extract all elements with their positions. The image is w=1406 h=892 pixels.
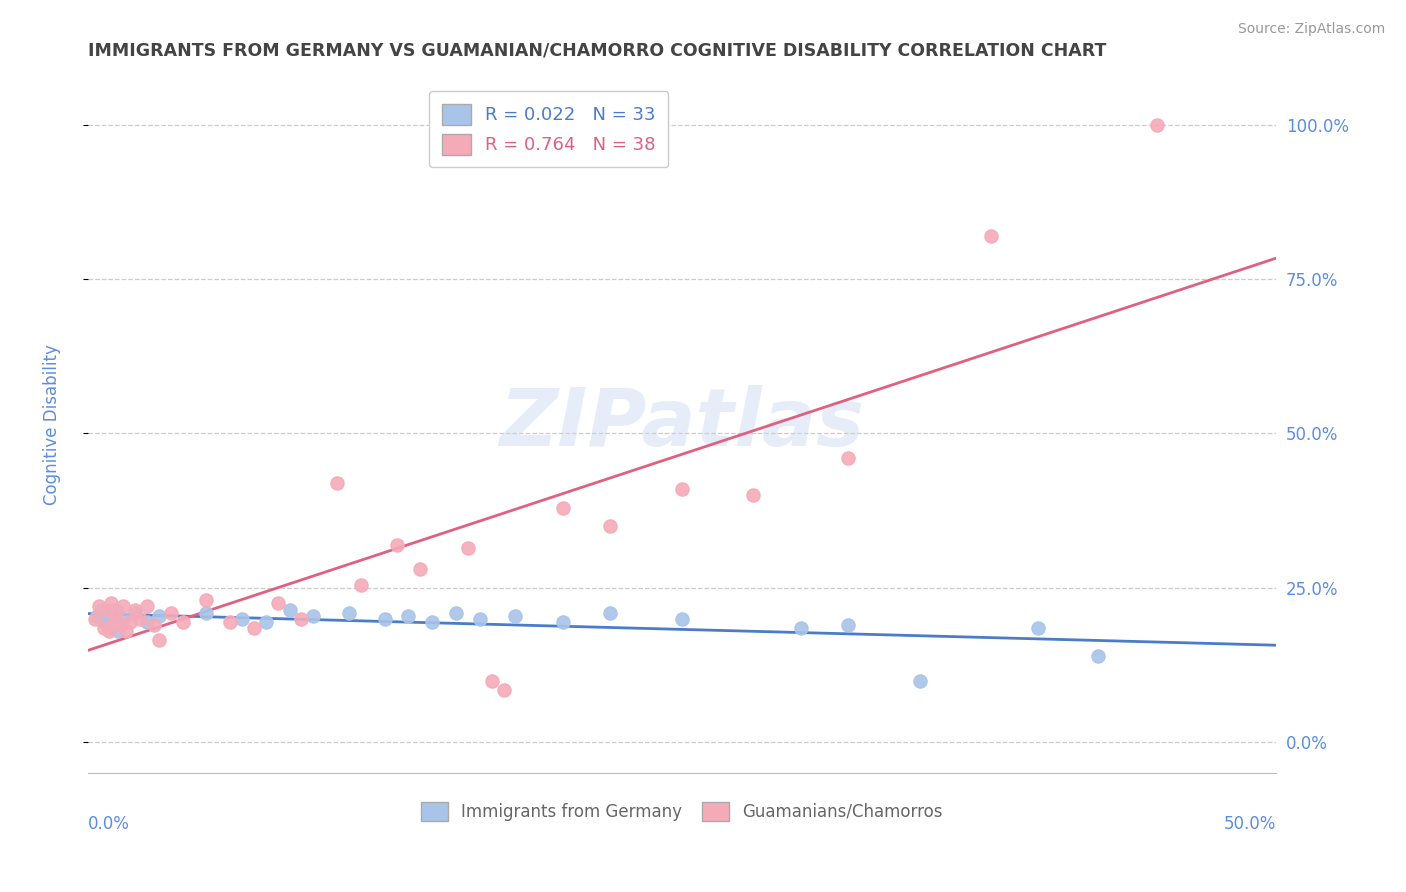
Point bbox=[105, 602, 128, 616]
Point bbox=[114, 624, 136, 639]
Point bbox=[290, 612, 312, 626]
Point bbox=[385, 538, 408, 552]
Point bbox=[120, 615, 142, 629]
Point bbox=[136, 615, 159, 629]
Point bbox=[468, 612, 491, 626]
Point bbox=[97, 606, 120, 620]
Point bbox=[396, 608, 419, 623]
Point bbox=[96, 612, 118, 626]
Text: 0.0%: 0.0% bbox=[87, 815, 129, 833]
Point bbox=[110, 618, 132, 632]
Point bbox=[837, 451, 859, 466]
Point bbox=[96, 602, 118, 616]
Point bbox=[444, 606, 467, 620]
Point bbox=[481, 673, 503, 688]
Point bbox=[86, 608, 108, 623]
Point bbox=[980, 228, 1002, 243]
Point bbox=[409, 562, 432, 576]
Point bbox=[420, 615, 443, 629]
Point bbox=[374, 612, 396, 626]
Point bbox=[148, 608, 170, 623]
Point bbox=[128, 612, 150, 626]
Point bbox=[112, 612, 135, 626]
Point bbox=[742, 488, 765, 502]
Point bbox=[124, 602, 146, 616]
Point bbox=[908, 673, 931, 688]
Point bbox=[1087, 648, 1109, 663]
Point bbox=[100, 621, 122, 635]
Point bbox=[243, 621, 266, 635]
Point bbox=[100, 596, 122, 610]
Point bbox=[505, 608, 527, 623]
Text: 50.0%: 50.0% bbox=[1223, 815, 1277, 833]
Point bbox=[93, 621, 115, 635]
Point bbox=[350, 578, 373, 592]
Point bbox=[83, 612, 105, 626]
Point bbox=[599, 519, 621, 533]
Text: Source: ZipAtlas.com: Source: ZipAtlas.com bbox=[1237, 22, 1385, 37]
Point bbox=[302, 608, 325, 623]
Text: ZIPatlas: ZIPatlas bbox=[499, 385, 865, 463]
Point bbox=[97, 624, 120, 639]
Point bbox=[671, 482, 693, 496]
Point bbox=[195, 606, 218, 620]
Point bbox=[195, 593, 218, 607]
Point bbox=[599, 606, 621, 620]
Point bbox=[278, 602, 301, 616]
Point bbox=[1028, 621, 1050, 635]
Point bbox=[551, 615, 574, 629]
Point bbox=[112, 599, 135, 614]
Point bbox=[89, 599, 111, 614]
Point bbox=[337, 606, 360, 620]
Point bbox=[326, 475, 349, 490]
Point bbox=[254, 615, 277, 629]
Point bbox=[159, 606, 181, 620]
Point bbox=[1146, 118, 1168, 132]
Point bbox=[93, 615, 115, 629]
Point bbox=[671, 612, 693, 626]
Point bbox=[789, 621, 811, 635]
Point bbox=[551, 500, 574, 515]
Point bbox=[148, 633, 170, 648]
Point bbox=[103, 615, 125, 629]
Point bbox=[107, 624, 129, 639]
Point bbox=[219, 615, 242, 629]
Legend: Immigrants from Germany, Guamanians/Chamorros: Immigrants from Germany, Guamanians/Cham… bbox=[415, 795, 949, 828]
Point bbox=[143, 618, 166, 632]
Point bbox=[837, 618, 859, 632]
Text: IMMIGRANTS FROM GERMANY VS GUAMANIAN/CHAMORRO COGNITIVE DISABILITY CORRELATION C: IMMIGRANTS FROM GERMANY VS GUAMANIAN/CHA… bbox=[87, 42, 1107, 60]
Point bbox=[103, 615, 125, 629]
Point bbox=[124, 606, 146, 620]
Y-axis label: Cognitive Disability: Cognitive Disability bbox=[44, 343, 60, 505]
Point bbox=[457, 541, 479, 555]
Point bbox=[90, 602, 112, 616]
Point bbox=[172, 615, 194, 629]
Point bbox=[492, 682, 515, 697]
Point bbox=[136, 599, 159, 614]
Point bbox=[231, 612, 253, 626]
Point bbox=[105, 606, 128, 620]
Point bbox=[266, 596, 288, 610]
